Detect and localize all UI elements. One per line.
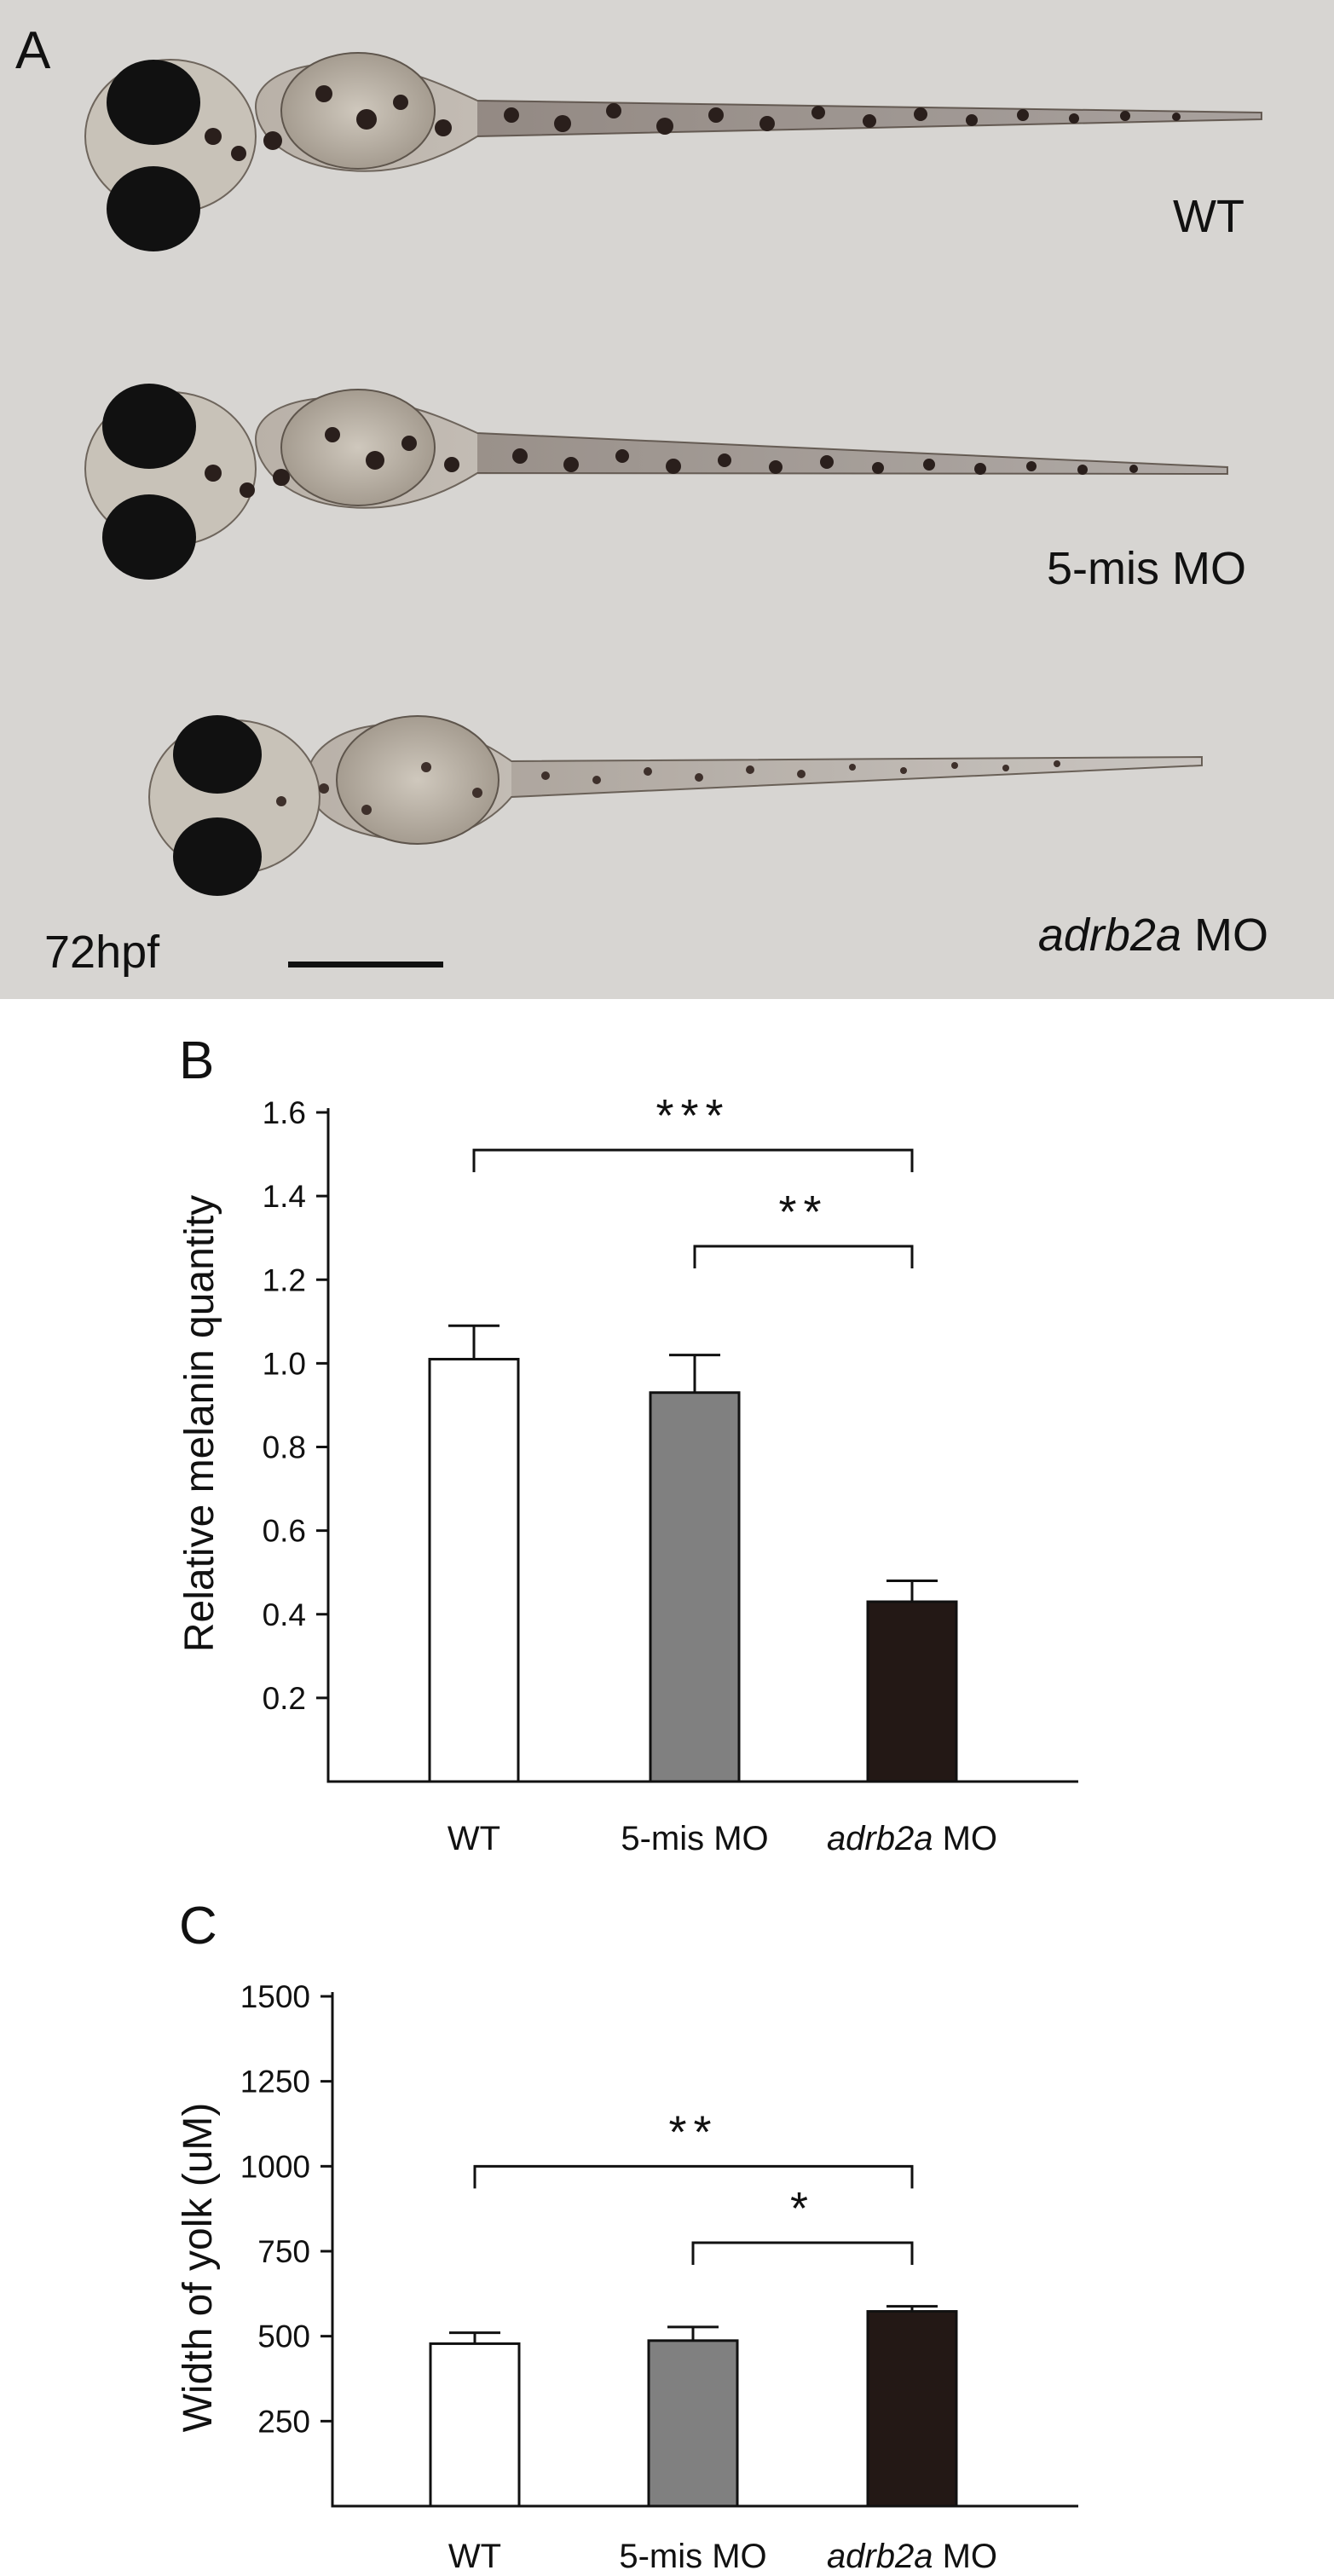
chart-b-bar-1: [649, 1391, 741, 1783]
chart-b-y-tick-label: 1.0: [263, 1346, 306, 1381]
chart-c-category-label-1: 5-mis MO: [619, 2538, 766, 2575]
chart-c-bar-1: [647, 2339, 739, 2508]
chart-b-y-tick-label: 0.2: [263, 1681, 306, 1716]
larva-wt-eye-upper: [107, 60, 200, 145]
chart-c-significance-bracket-0: [473, 2164, 914, 2189]
chart-b-y-tick-label: 1.4: [263, 1179, 306, 1214]
age-label: 72hpf: [44, 927, 160, 978]
chart-b-significance-label-1: **: [778, 1187, 828, 1238]
chart-b-y-tick-label: 0.6: [263, 1514, 306, 1549]
larva-5mis: [84, 384, 1228, 580]
chart-c-bar-0: [429, 2342, 521, 2508]
chart-b-significance-bracket-1: [693, 1245, 914, 1268]
chart-c-y-tick-label: 1500: [240, 1979, 310, 2014]
panel-c-letter: C: [179, 1897, 217, 1955]
panel-a-micrograph: A 72hpf WT 5-mis MO adrb2a MO: [0, 0, 1334, 999]
chart-c-y-tick-label: 1000: [240, 2149, 310, 2184]
chart-c-category-label-2: adrb2a MO: [827, 2538, 997, 2575]
chart-b-y-tick-label: 0.8: [263, 1430, 306, 1465]
group-label-wt: WT: [1173, 191, 1244, 242]
chart-b-y-axis-title: Relative melanin quantity: [177, 1195, 222, 1652]
chart-b-category-label-2: adrb2a MO: [827, 1820, 997, 1857]
chart-b-category-label-0: WT: [448, 1820, 500, 1857]
larva-adrb2a-eye-upper: [173, 715, 262, 794]
larva-wt: [84, 52, 1262, 251]
chart-b-bar-0: [428, 1357, 520, 1783]
larva-adrb2a-eye-lower: [173, 817, 262, 896]
chart-b-category-label-1: 5-mis MO: [621, 1820, 768, 1857]
chart-c-significance-bracket-1: [691, 2241, 914, 2266]
chart-c-significance-label-1: *: [790, 2183, 815, 2234]
chart-c-significance-label-0: **: [668, 2106, 718, 2157]
chart-b-significance-label-0: ***: [655, 1090, 730, 1141]
chart-b-significance-bracket-0: [472, 1148, 914, 1173]
chart-c-yolk-width: C 250 500 750 1000 1250 1500 Width of yolk (uM…: [176, 1897, 1078, 2575]
chart-b-y-tick-label: 1.2: [263, 1262, 306, 1297]
scale-bar: [288, 962, 443, 967]
chart-c-y-tick-label: 1250: [240, 2065, 310, 2099]
chart-b-bar-2: [866, 1600, 958, 1783]
chart-c-category-label-0: WT: [448, 2538, 501, 2575]
larva-wt-eye-lower: [107, 166, 200, 251]
chart-b-melanin: B 0.2 0.4 0.6 0.8 1.0 1.2 1.4 1.6 Relative melan…: [177, 1031, 1078, 1857]
panel-a-letter: A: [15, 21, 51, 80]
larva-5mis-eye-lower: [102, 494, 196, 580]
chart-c-y-axis-title: Width of yolk (uM): [176, 2103, 221, 2433]
chart-c-y-tick-label: 750: [257, 2234, 310, 2269]
chart-b-y-tick-label: 1.6: [263, 1095, 306, 1130]
chart-c-y-tick-label: 250: [257, 2404, 310, 2439]
chart-b-y-tick-label: 0.4: [263, 1597, 306, 1632]
group-label-adrb2a: adrb2a MO: [1038, 910, 1268, 961]
panel-b-letter: B: [179, 1031, 214, 1090]
larva-adrb2a: [148, 715, 1203, 896]
group-label-5mis: 5-mis MO: [1047, 543, 1246, 594]
larva-5mis-eye-upper: [102, 384, 196, 469]
chart-c-bar-2: [866, 2310, 958, 2508]
chart-c-y-tick-label: 500: [257, 2319, 310, 2354]
